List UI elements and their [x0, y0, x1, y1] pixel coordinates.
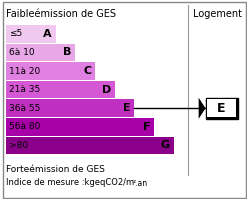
Text: ≤5: ≤5 — [9, 29, 22, 38]
Text: 21à 35: 21à 35 — [9, 85, 40, 94]
Text: Logement: Logement — [193, 9, 242, 19]
Text: ².an: ².an — [133, 179, 148, 188]
Text: Indice de mesure :kgeqCO2/m: Indice de mesure :kgeqCO2/m — [6, 178, 134, 187]
Text: F: F — [143, 122, 150, 132]
Text: C: C — [83, 66, 91, 76]
Text: D: D — [102, 85, 111, 95]
FancyBboxPatch shape — [6, 118, 154, 136]
FancyBboxPatch shape — [6, 81, 114, 98]
Text: A: A — [43, 29, 52, 39]
FancyBboxPatch shape — [6, 99, 134, 117]
Text: 6à 10: 6à 10 — [9, 48, 34, 57]
Text: G: G — [161, 140, 170, 150]
FancyBboxPatch shape — [207, 99, 236, 117]
FancyBboxPatch shape — [206, 98, 238, 119]
FancyBboxPatch shape — [6, 44, 75, 61]
Text: Faibleémission de GES: Faibleémission de GES — [6, 9, 116, 19]
Text: 36à 55: 36à 55 — [9, 104, 40, 113]
Text: >80: >80 — [9, 141, 28, 150]
Text: E: E — [217, 102, 226, 115]
FancyBboxPatch shape — [6, 62, 95, 80]
Text: E: E — [123, 103, 130, 113]
Text: Forteémission de GES: Forteémission de GES — [6, 165, 105, 174]
Text: 56à 80: 56à 80 — [9, 122, 40, 131]
Text: 11à 20: 11à 20 — [9, 67, 40, 76]
Text: B: B — [63, 47, 72, 57]
FancyBboxPatch shape — [6, 137, 173, 154]
FancyBboxPatch shape — [6, 25, 56, 43]
Polygon shape — [199, 98, 205, 119]
